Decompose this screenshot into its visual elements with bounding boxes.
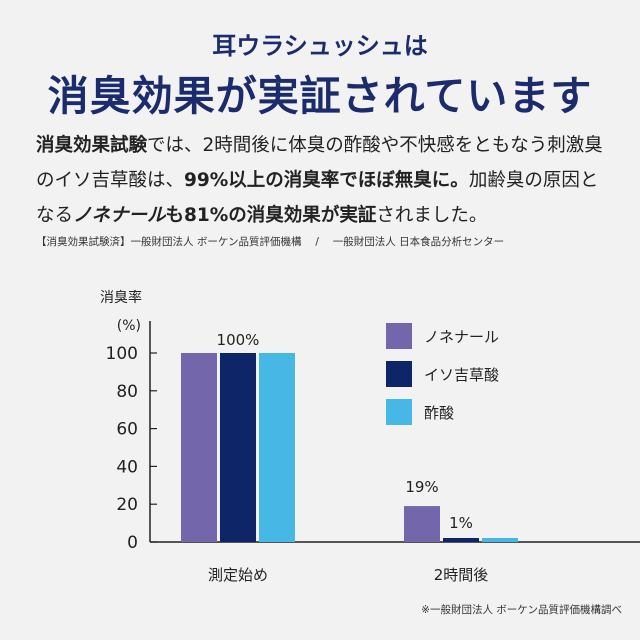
bar bbox=[443, 538, 479, 542]
y-axis-label: 消臭率 bbox=[100, 289, 142, 306]
description-line: のイソ吉草酸は、99%以上の消臭率でほぼ無臭に。加齢臭の原因と bbox=[36, 163, 626, 198]
bar bbox=[482, 538, 518, 542]
text-segment: 消臭効果試験 bbox=[36, 135, 148, 156]
y-axis-unit: (%) bbox=[117, 318, 141, 334]
description-line: なるノネナールも81%の消臭効果が実証されました。 bbox=[36, 198, 626, 233]
data-label: 1% bbox=[449, 514, 473, 532]
legend-label: 酢酸 bbox=[424, 404, 454, 422]
legend-swatch bbox=[386, 361, 412, 387]
description-text: 消臭効果試験では、2時間後に体臭の酢酸や不快感をともなう刺激臭 のイソ吉草酸は、… bbox=[36, 128, 626, 233]
y-tick-label: 100 bbox=[106, 344, 138, 364]
bar bbox=[181, 353, 217, 542]
text-segment: ノネナール bbox=[73, 205, 166, 226]
footnote: ※一般財団法人 ボーケン品質評価機構調べ bbox=[421, 604, 622, 616]
test-source-note: 【消臭効果試験済】一般財団法人 ボーケン品質評価機構 / 一般財団法人 日本食品… bbox=[36, 236, 505, 248]
x-category-label: 2時間後 bbox=[434, 566, 489, 584]
x-category-label: 測定始め bbox=[208, 566, 268, 584]
y-tick-label: 80 bbox=[116, 382, 138, 402]
product-subtitle: 耳ウラシュッシュは bbox=[212, 32, 428, 60]
legend-swatch bbox=[386, 323, 412, 349]
y-tick-label: 40 bbox=[116, 457, 138, 477]
bar bbox=[220, 353, 256, 542]
text-segment: されました。 bbox=[376, 205, 488, 226]
text-segment: のイソ吉草酸は、 bbox=[36, 170, 185, 191]
y-tick-label: 0 bbox=[127, 533, 138, 553]
legend-label: イソ吉草酸 bbox=[424, 366, 499, 384]
bar bbox=[259, 353, 295, 542]
description-line: 消臭効果試験では、2時間後に体臭の酢酸や不快感をともなう刺激臭 bbox=[36, 128, 626, 163]
y-tick-label: 20 bbox=[116, 495, 138, 515]
data-label: 100% bbox=[217, 331, 260, 349]
text-segment: も81%の消臭効果が実証 bbox=[165, 205, 377, 226]
text-segment: 99%以上の消臭率でほぼ無臭に。 bbox=[184, 170, 469, 191]
text-segment: では、2時間後に体臭の酢酸や不快感をともなう刺激臭 bbox=[147, 135, 603, 156]
legend-swatch bbox=[386, 399, 412, 425]
data-label: 19% bbox=[405, 478, 438, 496]
y-tick-label: 60 bbox=[116, 420, 138, 440]
text-segment: なる bbox=[36, 205, 74, 226]
text-segment: 加齢臭の原因と bbox=[468, 170, 599, 191]
page-title: 消臭効果が実証されています bbox=[47, 72, 593, 120]
legend-label: ノネナール bbox=[424, 328, 499, 346]
bar bbox=[404, 506, 440, 542]
